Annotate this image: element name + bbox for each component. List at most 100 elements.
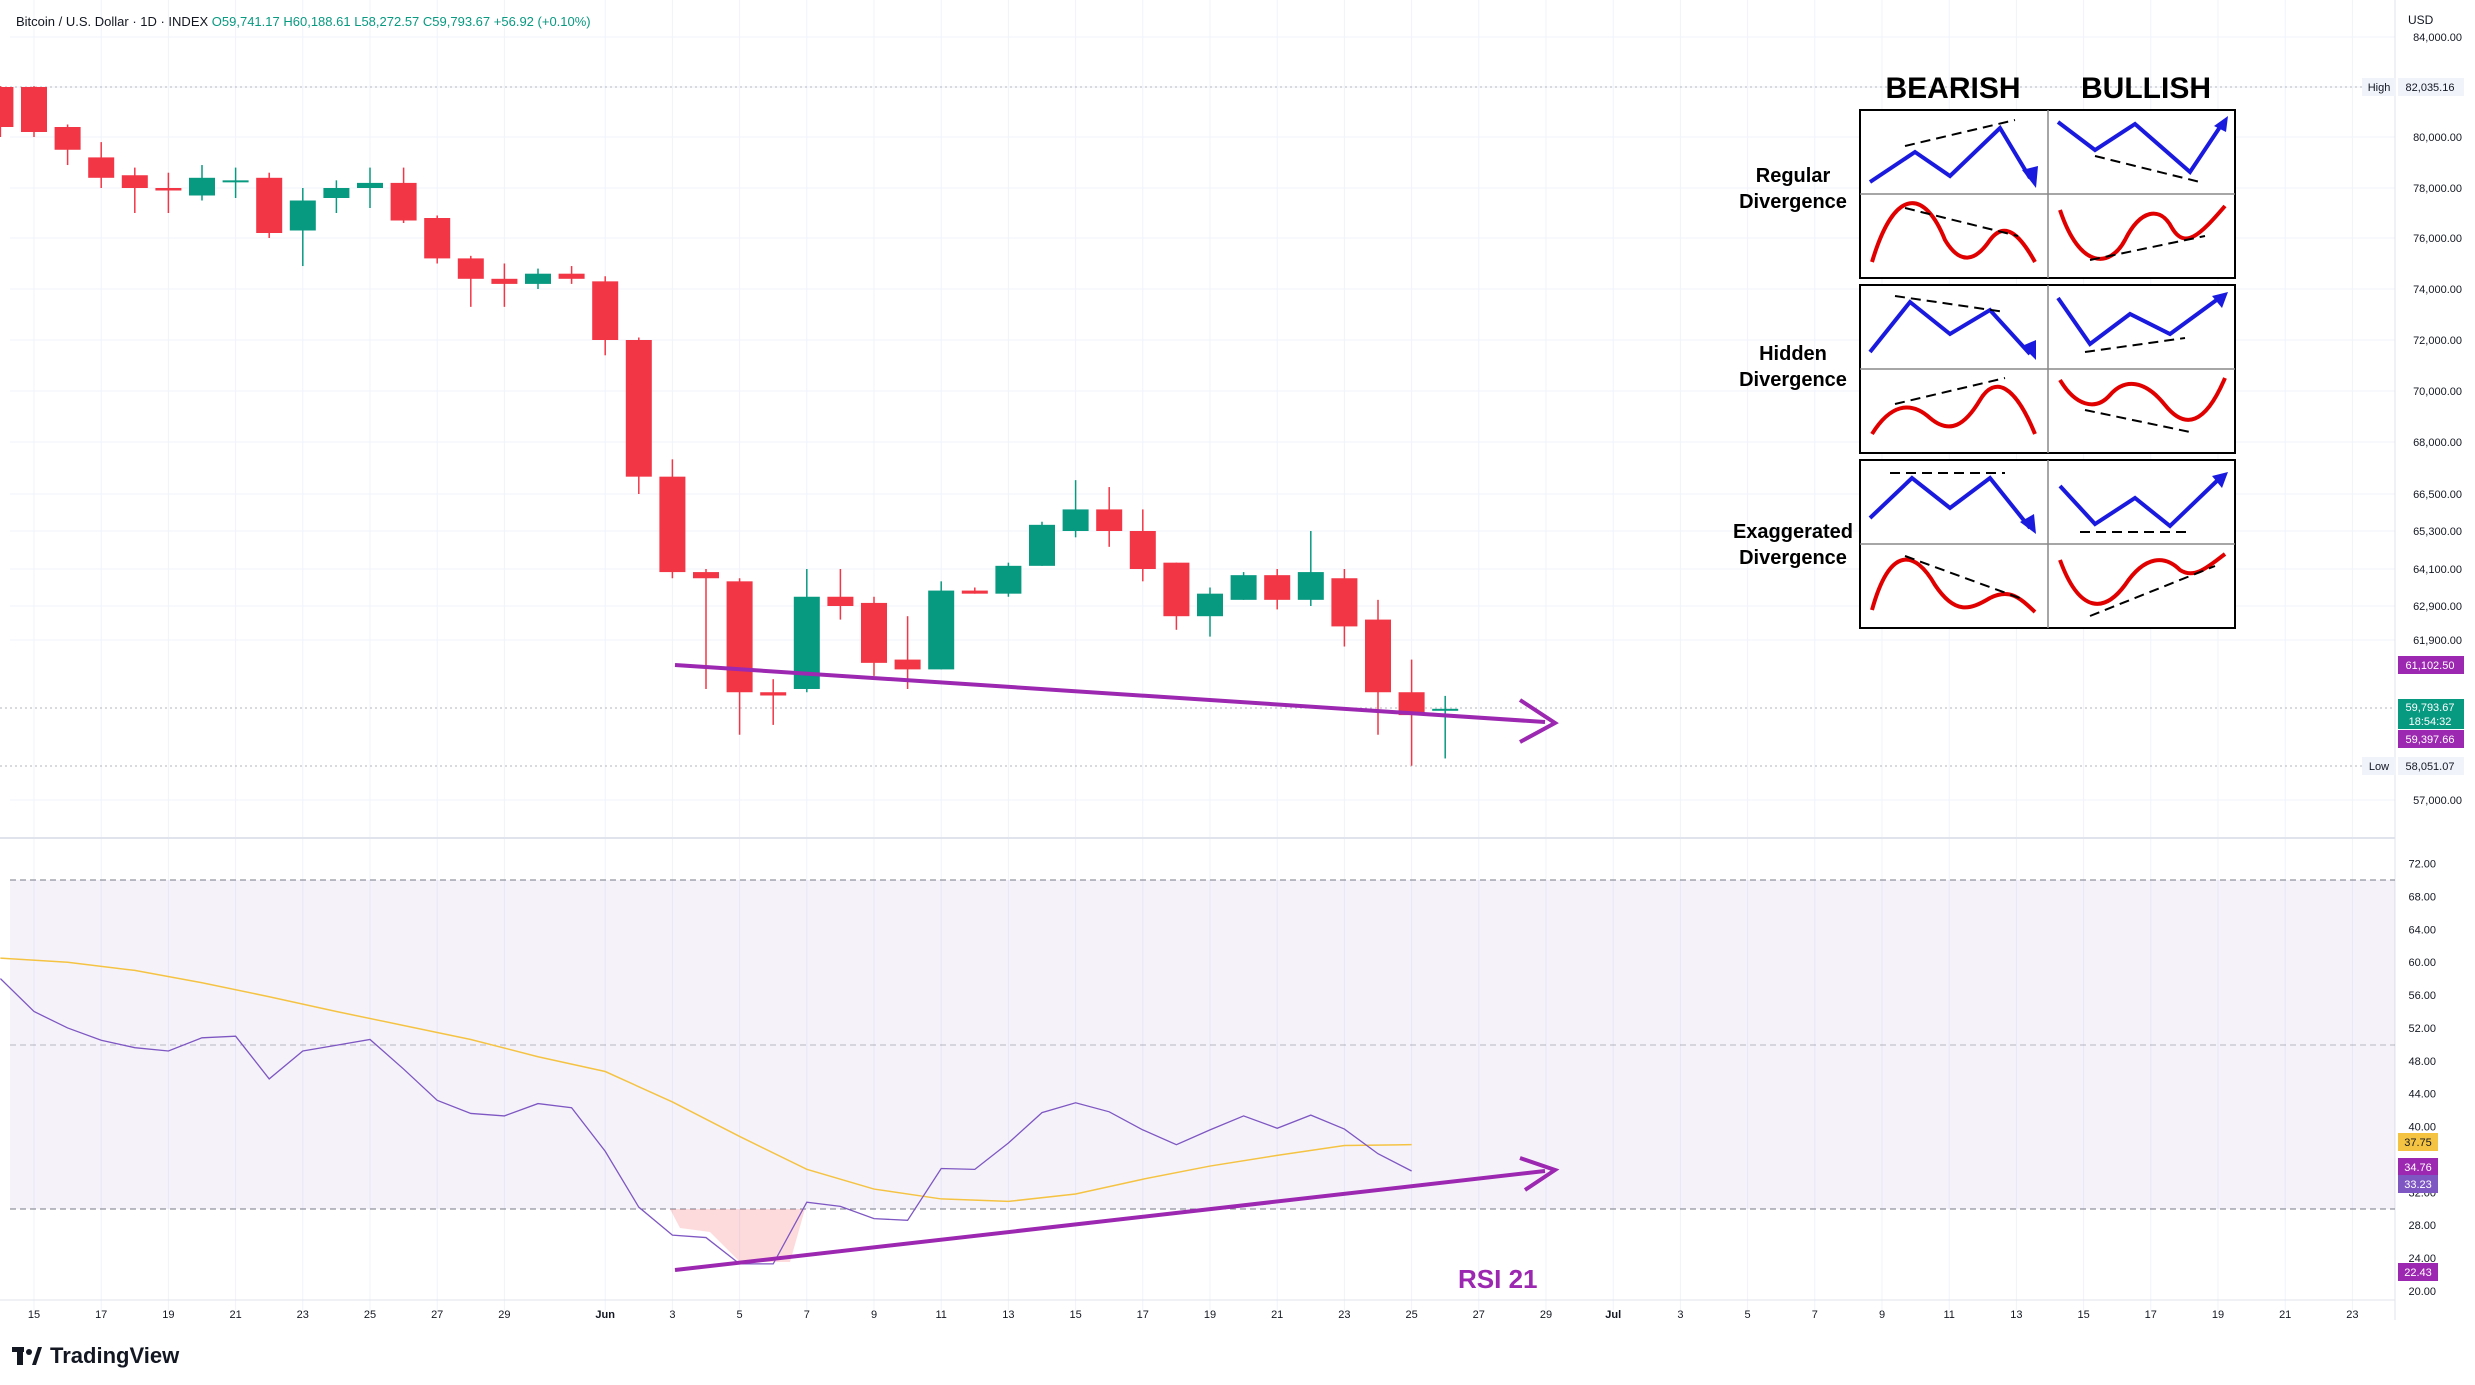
candle[interactable] [1264,569,1291,610]
candle[interactable] [1297,531,1324,606]
legend-regular-line2: Divergence [1739,191,1847,213]
time-tick-label: 15 [1069,1309,1081,1321]
candle[interactable] [1096,487,1123,547]
candle[interactable] [54,124,81,166]
svg-text:22.43: 22.43 [2404,1267,2432,1279]
candle[interactable] [390,167,417,223]
candle-body [323,188,350,198]
hidden-bullish-rsi-icon [2058,377,2227,433]
price-trendline[interactable] [674,663,1546,724]
symbol-header[interactable]: Bitcoin / U.S. Dollar · 1D · INDEX O59,7… [16,14,591,29]
candle[interactable] [995,562,1022,597]
legend-hidden-line2: Divergence [1739,369,1847,391]
candle[interactable] [861,596,887,676]
candle-body [491,278,518,284]
candle[interactable] [961,587,988,594]
candle[interactable] [189,165,215,201]
candle[interactable] [1365,599,1391,735]
candle[interactable] [525,268,551,289]
candle[interactable] [155,172,182,213]
candle[interactable] [424,215,451,264]
time-tick-label: 7 [1812,1309,1818,1321]
candle[interactable] [726,578,753,735]
rsi-axis[interactable]: 72.00 68.00 64.00 60.00 56.00 52.00 48.00 44.00… [2408,859,2436,1298]
candle[interactable] [88,142,115,188]
candle-body [928,590,955,670]
tradingview-logo-icon [12,1347,44,1365]
svg-text:82,035.16: 82,035.16 [2406,82,2455,94]
candle[interactable] [1062,480,1089,538]
candle[interactable] [1331,569,1358,647]
candle[interactable] [1230,572,1257,600]
candle-body [1029,524,1055,566]
rsi-tick-label: 64.00 [2408,924,2436,936]
candle[interactable] [457,255,484,307]
time-tick-label: 3 [1677,1309,1683,1321]
high-value: H60,188.61 [283,14,351,29]
candle[interactable] [928,581,955,670]
candle[interactable] [894,616,921,689]
time-tick-label: 27 [1473,1309,1485,1321]
time-tick-label: 25 [1405,1309,1417,1321]
candle[interactable] [1432,695,1459,759]
candle[interactable] [1029,521,1055,566]
price-tick-label: 64,100.00 [2413,564,2462,576]
candle[interactable] [357,167,383,208]
candle-body [189,177,215,196]
candle[interactable] [222,167,249,198]
time-tick-label: 23 [297,1309,309,1321]
line-price-badge: 59,397.66 [2398,730,2464,748]
candle[interactable] [323,180,350,213]
candle[interactable] [289,188,316,267]
candle-body [88,157,115,178]
candle[interactable] [760,679,787,725]
rsi-trendline-arrowhead [1519,1156,1560,1192]
candle[interactable] [256,172,283,238]
candle[interactable] [1163,562,1190,630]
candle-body [1432,708,1459,711]
candle-body [625,340,652,477]
candle[interactable] [491,263,518,307]
candle-body [390,182,417,221]
candle[interactable] [0,86,14,137]
candle[interactable] [1129,509,1156,582]
time-tick-label: Jun [595,1309,615,1321]
svg-text:61,102.50: 61,102.50 [2406,660,2455,672]
candle-body [861,602,887,663]
rsi-oversold-fill [670,1209,805,1262]
candle[interactable] [592,276,619,356]
hidden-bullish-price-icon [2056,292,2228,353]
time-tick-label: 21 [1271,1309,1283,1321]
time-tick-label: 27 [431,1309,443,1321]
time-axis[interactable]: 15 17 19 21 23 25 27 29 Jun 3 5 7 9 11 13 15 17 19 21 23 25 2… [28,1309,2359,1321]
candle[interactable] [121,167,148,213]
candle[interactable] [659,459,686,579]
time-tick-label: 15 [2077,1309,2089,1321]
hidden-bearish-rsi-icon [1870,377,2037,436]
price-axis[interactable]: 84,000.0082,000.0080,000.0078,000.0076,0… [2413,32,2462,807]
candle-body [1264,575,1291,600]
rsi-trendline[interactable] [674,1169,1546,1272]
candle[interactable] [1197,587,1223,637]
candle[interactable] [21,86,47,137]
candle-body [1062,509,1089,531]
rsi-tick-label: 68.00 [2408,891,2436,903]
low-badge: Low 58,051.07 [2362,757,2464,775]
time-tick-label: 21 [2279,1309,2291,1321]
candle-body [357,182,383,188]
candle[interactable] [827,569,854,620]
time-tick-label: 19 [1204,1309,1216,1321]
candle-body [289,200,316,231]
candle-body [1398,692,1425,716]
candle-body [592,281,619,340]
candle[interactable] [625,337,652,494]
rsi-tick-label: 56.00 [2408,990,2436,1002]
candle[interactable] [558,266,585,284]
price-tick-label: 78,000.00 [2413,183,2462,195]
candle-body [995,565,1022,594]
tradingview-logo[interactable]: TradingView [12,1343,179,1369]
candle-body [659,476,686,573]
rsi-annotation-label: RSI 21 [1458,1264,1538,1294]
candle[interactable] [693,569,719,689]
